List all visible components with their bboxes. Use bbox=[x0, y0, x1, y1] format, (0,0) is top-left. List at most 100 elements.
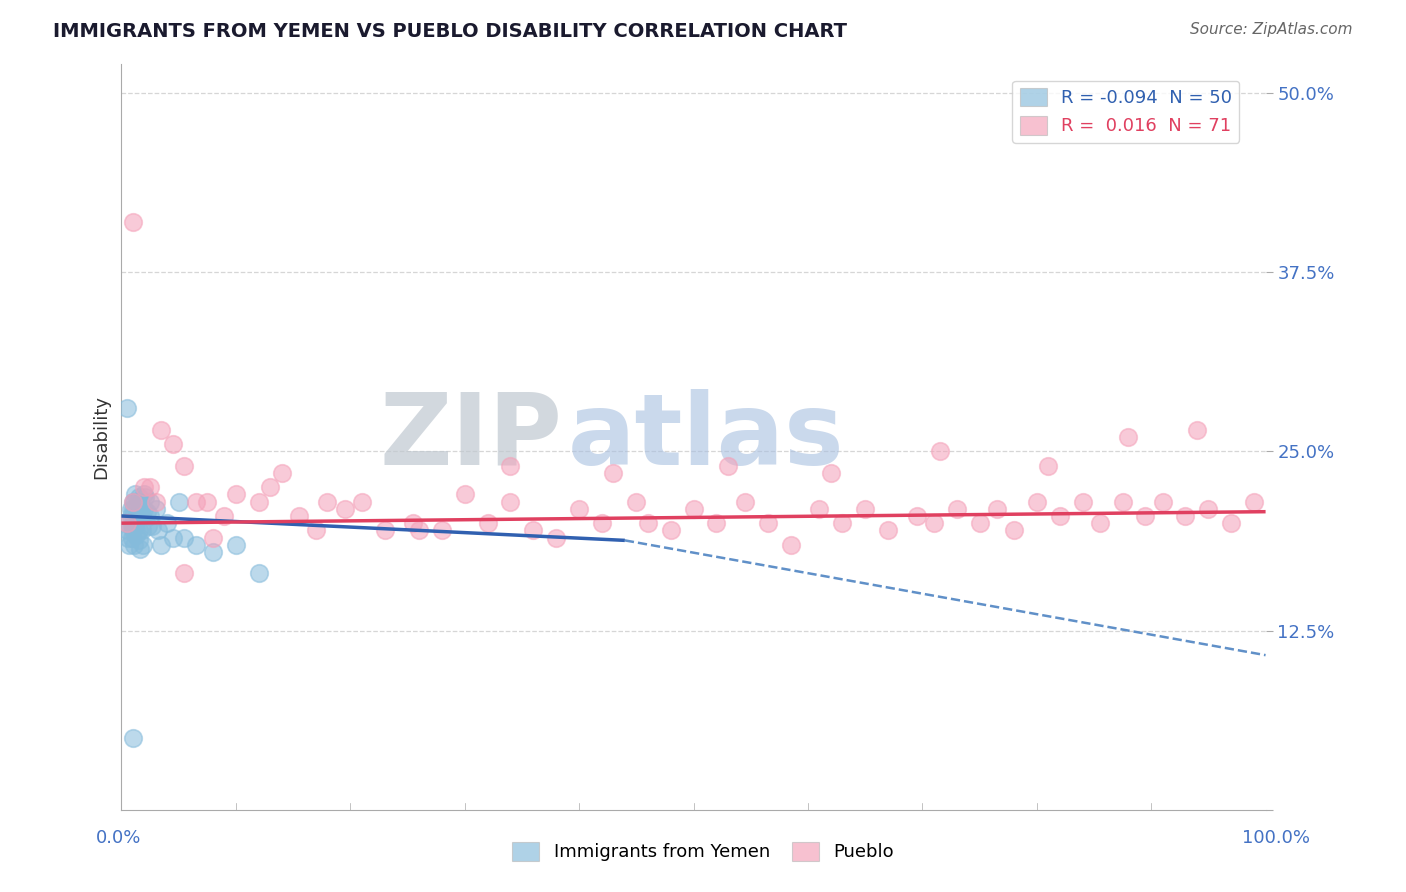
Point bbox=[247, 566, 270, 581]
Legend: R = -0.094  N = 50, R =  0.016  N = 71: R = -0.094 N = 50, R = 0.016 N = 71 bbox=[1012, 80, 1240, 143]
Point bbox=[145, 494, 167, 508]
Point bbox=[125, 501, 148, 516]
Point bbox=[1185, 423, 1208, 437]
Point bbox=[134, 491, 156, 505]
Point bbox=[122, 508, 145, 523]
Point bbox=[659, 524, 682, 538]
Point bbox=[288, 508, 311, 523]
Point bbox=[1071, 494, 1094, 508]
Point bbox=[820, 466, 842, 480]
Point bbox=[1243, 494, 1265, 508]
Point bbox=[128, 491, 150, 505]
Text: 0.0%: 0.0% bbox=[96, 829, 141, 847]
Point bbox=[120, 501, 142, 516]
Point bbox=[128, 533, 150, 548]
Point bbox=[1088, 516, 1111, 531]
Point bbox=[115, 516, 138, 531]
Point bbox=[135, 505, 157, 519]
Point bbox=[602, 466, 624, 480]
Point bbox=[195, 494, 218, 508]
Point bbox=[430, 524, 453, 538]
Point bbox=[115, 524, 138, 538]
Point bbox=[969, 516, 991, 531]
Point bbox=[928, 444, 950, 458]
Point bbox=[173, 458, 195, 473]
Point bbox=[128, 494, 150, 508]
Point bbox=[1135, 508, 1157, 523]
Point bbox=[945, 501, 967, 516]
Point bbox=[173, 531, 195, 545]
Point bbox=[1152, 494, 1174, 508]
Point bbox=[779, 538, 801, 552]
Point bbox=[122, 501, 145, 516]
Y-axis label: Disability: Disability bbox=[93, 395, 110, 479]
Point bbox=[408, 524, 430, 538]
Point bbox=[162, 437, 184, 451]
Point bbox=[141, 519, 163, 533]
Point bbox=[374, 524, 396, 538]
Point bbox=[734, 494, 756, 508]
Point bbox=[877, 524, 900, 538]
Text: IMMIGRANTS FROM YEMEN VS PUEBLO DISABILITY CORRELATION CHART: IMMIGRANTS FROM YEMEN VS PUEBLO DISABILI… bbox=[53, 22, 848, 41]
Point bbox=[145, 501, 167, 516]
Point bbox=[162, 531, 184, 545]
Point bbox=[115, 516, 138, 531]
Point bbox=[201, 531, 224, 545]
Point bbox=[259, 480, 281, 494]
Point bbox=[717, 458, 740, 473]
Point bbox=[453, 487, 475, 501]
Point bbox=[124, 519, 146, 533]
Point bbox=[706, 516, 728, 531]
Point bbox=[139, 480, 162, 494]
Point bbox=[118, 538, 141, 552]
Point bbox=[124, 487, 146, 501]
Point bbox=[134, 487, 156, 501]
Point bbox=[477, 516, 499, 531]
Point bbox=[922, 516, 945, 531]
Point bbox=[1025, 494, 1047, 508]
Point bbox=[132, 538, 155, 552]
Text: atlas: atlas bbox=[568, 389, 844, 485]
Point bbox=[305, 524, 328, 538]
Point bbox=[134, 501, 156, 516]
Point bbox=[128, 541, 150, 556]
Point bbox=[1111, 494, 1133, 508]
Point bbox=[122, 494, 145, 508]
Point bbox=[626, 494, 648, 508]
Point bbox=[139, 508, 162, 523]
Point bbox=[1038, 458, 1060, 473]
Legend: Immigrants from Yemen, Pueblo: Immigrants from Yemen, Pueblo bbox=[505, 835, 901, 869]
Point bbox=[808, 501, 831, 516]
Point bbox=[122, 731, 145, 746]
Point bbox=[122, 524, 145, 538]
Point bbox=[568, 501, 591, 516]
Point bbox=[150, 423, 173, 437]
Point bbox=[121, 531, 143, 545]
Point bbox=[122, 494, 145, 508]
Point bbox=[350, 494, 373, 508]
Point bbox=[499, 494, 522, 508]
Point bbox=[146, 524, 169, 538]
Point bbox=[122, 215, 145, 229]
Point bbox=[756, 516, 779, 531]
Point bbox=[127, 508, 149, 523]
Point bbox=[136, 519, 159, 533]
Point bbox=[201, 545, 224, 559]
Point bbox=[184, 494, 207, 508]
Point bbox=[546, 531, 568, 545]
Point bbox=[1220, 516, 1243, 531]
Point bbox=[270, 466, 292, 480]
Point bbox=[1049, 508, 1071, 523]
Point bbox=[122, 494, 145, 508]
Point bbox=[986, 501, 1008, 516]
Point bbox=[156, 516, 179, 531]
Point bbox=[402, 516, 425, 531]
Point bbox=[150, 538, 173, 552]
Point bbox=[122, 538, 145, 552]
Point bbox=[682, 501, 704, 516]
Point bbox=[591, 516, 613, 531]
Point bbox=[115, 401, 138, 416]
Point bbox=[122, 516, 145, 531]
Point bbox=[1174, 508, 1197, 523]
Point bbox=[831, 516, 853, 531]
